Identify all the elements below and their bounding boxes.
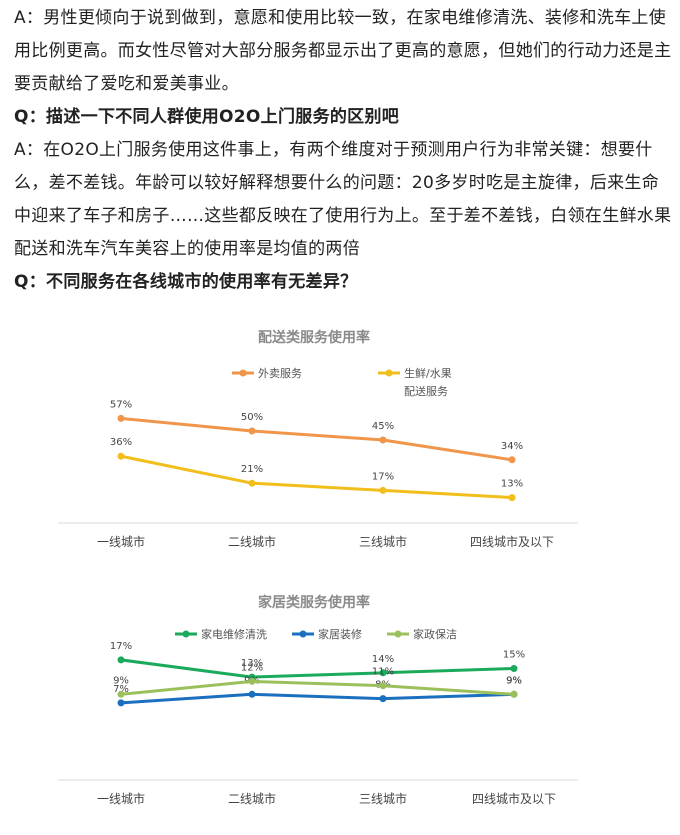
legend-label: 家政保洁: [413, 627, 457, 641]
article-text: A：男性更倾向于说到做到，意愿和使用比较一致，在家电维修清洗、装修和洗车上使用比…: [14, 2, 674, 299]
question-2: Q：描述一下不同人群使用O2O上门服务的区别吧: [14, 107, 400, 127]
legend-label: 外卖服务: [258, 367, 302, 380]
legend-swatch-marker: [394, 630, 402, 638]
series-line: [120, 679, 515, 696]
legend-swatch-marker: [385, 369, 393, 377]
data-label: 9%: [113, 675, 129, 686]
data-label: 9%: [506, 675, 522, 686]
legend-label: 生鲜/水果: [404, 366, 452, 380]
data-point: [117, 414, 125, 422]
data-label: 7%: [113, 684, 129, 695]
data-label: 45%: [372, 421, 394, 432]
data-point: [508, 494, 516, 502]
series-line: [120, 416, 513, 462]
data-point: [379, 695, 387, 703]
legend-swatch-marker: [299, 630, 307, 638]
data-point: [379, 682, 387, 690]
data-point: [248, 479, 256, 487]
x-tick-label: 一线城市: [97, 534, 145, 549]
data-label: 13%: [501, 479, 523, 490]
data-point: [248, 427, 256, 435]
data-label: 12%: [241, 662, 263, 673]
data-point: [379, 486, 387, 494]
data-label: 15%: [503, 650, 525, 661]
data-label: 9%: [506, 675, 522, 686]
data-label: 57%: [110, 399, 132, 410]
answer-paragraph-2: A：在O2O上门服务使用这件事上，有两个维度对于预测用户行为非常关键：想要什么，…: [14, 140, 672, 259]
legend-label: 配送服务: [404, 384, 448, 398]
chart-title: 家居类服务使用率: [258, 594, 370, 611]
answer-paragraph-1: A：男性更倾向于说到做到，意愿和使用比较一致，在家电维修清洗、装修和洗车上使用比…: [14, 8, 672, 94]
legend-swatch-marker: [239, 369, 247, 377]
series-line: [120, 658, 515, 679]
data-label: 36%: [110, 437, 132, 448]
legend-label: 家电维修清洗: [201, 627, 267, 641]
data-point: [379, 669, 387, 677]
chart-title: 配送类服务使用率: [258, 329, 370, 346]
data-point: [510, 665, 518, 672]
data-point: [508, 456, 516, 464]
data-label: 17%: [110, 641, 132, 652]
data-label: 17%: [372, 471, 394, 482]
data-label: 21%: [241, 464, 263, 475]
x-tick-label: 三线城市: [359, 534, 407, 549]
data-label: 34%: [501, 441, 523, 452]
data-point: [117, 452, 125, 460]
data-point: [510, 690, 518, 698]
legend-label: 家居装修: [318, 627, 362, 641]
series-line: [120, 692, 515, 705]
data-point: [248, 677, 256, 685]
data-label: 13%: [241, 658, 263, 669]
x-tick-label: 二线城市: [228, 791, 276, 806]
data-point: [379, 436, 387, 444]
x-tick-label: 一线城市: [97, 791, 145, 806]
data-point: [117, 699, 125, 707]
x-tick-label: 三线城市: [359, 791, 407, 806]
x-tick-label: 二线城市: [228, 534, 276, 549]
data-label: 50%: [241, 412, 263, 423]
data-point: [117, 656, 125, 664]
legend-swatch-marker: [182, 630, 190, 638]
data-point: [117, 690, 125, 698]
question-3: Q：不同服务在各线城市的使用率有无差异？: [14, 272, 358, 292]
data-point: [248, 690, 256, 698]
x-tick-label: 四线城市及以下: [470, 534, 554, 549]
data-label: 11%: [372, 667, 394, 678]
x-tick-label: 四线城市及以下: [472, 791, 556, 806]
series-line: [120, 454, 513, 500]
data-label: 14%: [372, 654, 394, 665]
